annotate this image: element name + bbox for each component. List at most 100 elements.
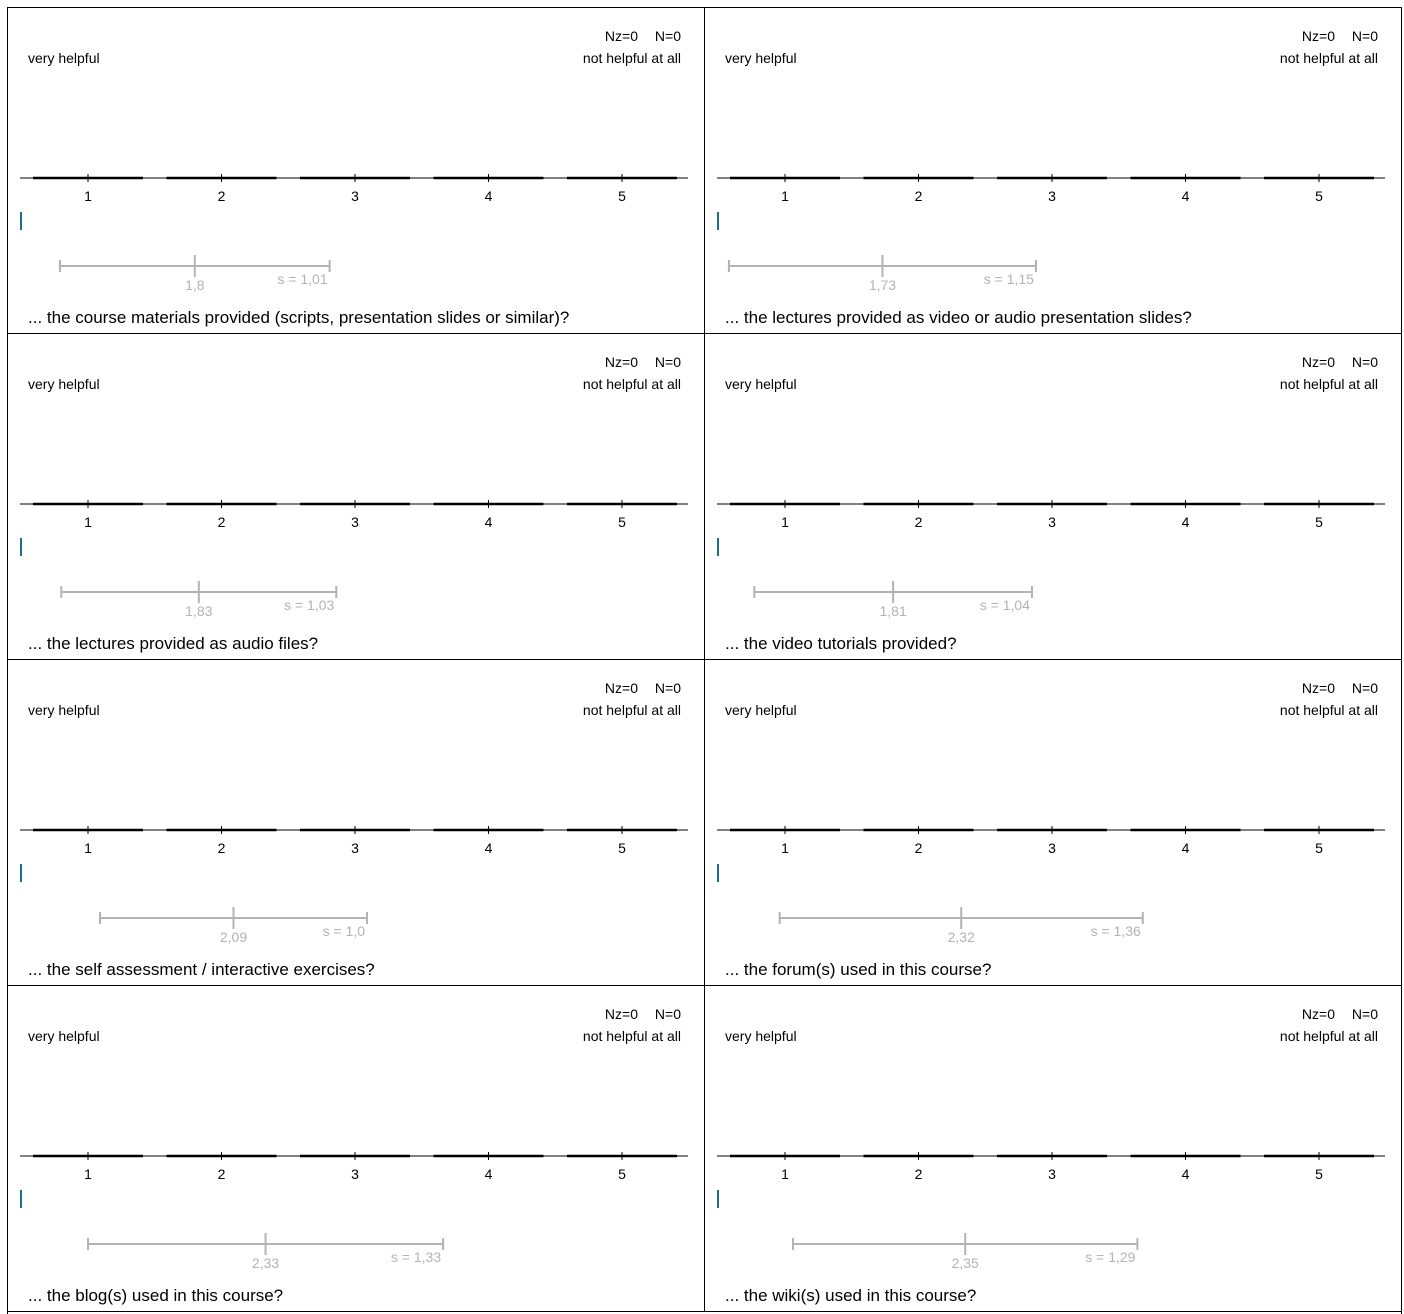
chart-svg: Nz=0 N=0 very helpful not helpful at all 1 2 3… [717, 354, 1385, 653]
x-tick-label: 1 [84, 514, 92, 530]
chart-svg: Nz=0 N=0 very helpful not helpful at all 1 2 3… [20, 354, 688, 653]
scale-right-label: not helpful at all [583, 1028, 681, 1044]
x-tick-label: 5 [618, 840, 626, 856]
chart-svg: Nz=0 N=0 very helpful not helpful at all 1 2 3… [20, 28, 688, 327]
x-tick-label: 4 [1182, 188, 1190, 204]
x-tick-label: 4 [485, 1166, 493, 1182]
chart-panel: Nz=0 N=0 very helpful not helpful at all 1 2 3… [705, 334, 1402, 660]
x-tick-label: 3 [1048, 188, 1056, 204]
x-tick-label: 5 [1315, 514, 1323, 530]
question-label: ... the lectures provided as video or au… [725, 308, 1192, 327]
x-tick-label: 2 [218, 188, 226, 204]
scale-right-label: not helpful at all [1280, 1028, 1378, 1044]
n-label: N=0 [1352, 680, 1378, 696]
sd-label: s = 1,0 [323, 923, 366, 939]
question-label: ... the lectures provided as audio files… [28, 634, 318, 653]
x-tick-label: 2 [915, 188, 923, 204]
scale-right-label: not helpful at all [1280, 50, 1378, 66]
x-tick-label: 2 [218, 1166, 226, 1182]
x-tick-label: 4 [1182, 1166, 1190, 1182]
sd-label: s = 1,33 [391, 1249, 441, 1265]
x-tick-label: 1 [781, 188, 789, 204]
chart-svg: Nz=0 N=0 very helpful not helpful at all 1 2 3… [20, 680, 688, 979]
sd-label: s = 1,29 [1085, 1249, 1135, 1265]
x-tick-label: 5 [1315, 188, 1323, 204]
n-label: N=0 [1352, 354, 1378, 370]
scale-right-label: not helpful at all [583, 50, 681, 66]
nz-label: Nz=0 [1302, 28, 1335, 44]
mean-label: 1,8 [185, 277, 205, 293]
x-tick-label: 2 [218, 840, 226, 856]
chart-panel: Nz=0 N=0 very helpful not helpful at all 1 2 3… [8, 334, 705, 660]
x-tick-label: 5 [618, 188, 626, 204]
sd-label: s = 1,04 [980, 597, 1030, 613]
chart-svg: Nz=0 N=0 very helpful not helpful at all 1 2 3… [717, 1006, 1385, 1305]
chart-panel: Nz=0 N=0 very helpful not helpful at all 1 2 3… [8, 660, 705, 986]
x-tick-label: 1 [781, 514, 789, 530]
mean-label: 2,32 [948, 929, 975, 945]
x-tick-label: 4 [1182, 840, 1190, 856]
question-label: ... the video tutorials provided? [725, 634, 957, 653]
scale-left-label: very helpful [28, 702, 100, 718]
mean-label: 2,09 [220, 929, 247, 945]
scale-left-label: very helpful [28, 1028, 100, 1044]
question-label: ... the blog(s) used in this course? [28, 1286, 283, 1305]
nz-label: Nz=0 [1302, 680, 1335, 696]
scale-right-label: not helpful at all [583, 376, 681, 392]
x-tick-label: 5 [618, 1166, 626, 1182]
x-tick-label: 4 [1182, 514, 1190, 530]
x-tick-label: 2 [218, 514, 226, 530]
chart-panel: Nz=0 N=0 very helpful not helpful at all 1 2 3… [705, 986, 1402, 1312]
x-tick-label: 3 [351, 1166, 359, 1182]
nz-label: Nz=0 [1302, 354, 1335, 370]
mean-label: 1,81 [880, 603, 907, 619]
n-label: N=0 [655, 28, 681, 44]
n-label: N=0 [655, 680, 681, 696]
scale-left-label: very helpful [725, 376, 797, 392]
x-tick-label: 5 [618, 514, 626, 530]
scale-left-label: very helpful [725, 50, 797, 66]
x-tick-label: 4 [485, 840, 493, 856]
x-tick-label: 3 [1048, 840, 1056, 856]
nz-label: Nz=0 [605, 354, 638, 370]
nz-label: Nz=0 [605, 680, 638, 696]
x-tick-label: 2 [915, 1166, 923, 1182]
x-tick-label: 5 [1315, 1166, 1323, 1182]
question-label: ... the wiki(s) used in this course? [725, 1286, 976, 1305]
nz-label: Nz=0 [605, 1006, 638, 1022]
sd-label: s = 1,03 [284, 597, 334, 613]
scale-right-label: not helpful at all [1280, 376, 1378, 392]
n-label: N=0 [1352, 1006, 1378, 1022]
x-tick-label: 3 [351, 840, 359, 856]
scale-left-label: very helpful [725, 1028, 797, 1044]
n-label: N=0 [655, 1006, 681, 1022]
chart-svg: Nz=0 N=0 very helpful not helpful at all 1 2 3… [717, 28, 1385, 327]
scale-left-label: very helpful [28, 50, 100, 66]
x-tick-label: 4 [485, 514, 493, 530]
scale-left-label: very helpful [28, 376, 100, 392]
mean-label: 1,83 [185, 603, 212, 619]
sd-label: s = 1,15 [984, 271, 1034, 287]
n-label: N=0 [1352, 28, 1378, 44]
chart-panel: Nz=0 N=0 very helpful not helpful at all 1 2 3… [8, 986, 705, 1312]
x-tick-label: 4 [485, 188, 493, 204]
chart-panel: Nz=0 N=0 very helpful not helpful at all 1 2 3… [8, 8, 705, 334]
x-tick-label: 2 [915, 514, 923, 530]
x-tick-label: 2 [915, 840, 923, 856]
nz-label: Nz=0 [605, 28, 638, 44]
scale-right-label: not helpful at all [583, 702, 681, 718]
x-tick-label: 3 [351, 188, 359, 204]
chart-panel: Nz=0 N=0 very helpful not helpful at all 1 2 3… [705, 660, 1402, 986]
sd-label: s = 1,01 [277, 271, 327, 287]
x-tick-label: 3 [351, 514, 359, 530]
x-tick-label: 3 [1048, 514, 1056, 530]
x-tick-label: 3 [1048, 1166, 1056, 1182]
n-label: N=0 [655, 354, 681, 370]
mean-label: 2,33 [252, 1255, 279, 1271]
x-tick-label: 1 [84, 188, 92, 204]
chart-panel: Nz=0 N=0 very helpful not helpful at all 1 2 3… [705, 8, 1402, 334]
nz-label: Nz=0 [1302, 1006, 1335, 1022]
question-label: ... the forum(s) used in this course? [725, 960, 991, 979]
x-tick-label: 5 [1315, 840, 1323, 856]
chart-svg: Nz=0 N=0 very helpful not helpful at all 1 2 3… [20, 1006, 688, 1305]
